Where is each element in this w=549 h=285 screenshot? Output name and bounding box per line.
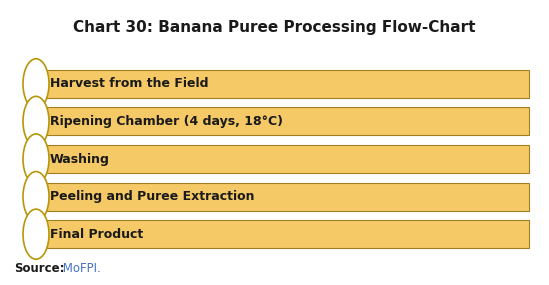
Text: Washing: Washing [50, 152, 110, 166]
Ellipse shape [23, 96, 49, 146]
FancyBboxPatch shape [42, 145, 529, 173]
FancyBboxPatch shape [42, 70, 529, 98]
Text: Peeling and Puree Extraction: Peeling and Puree Extraction [50, 190, 255, 203]
Ellipse shape [23, 134, 49, 184]
Text: Harvest from the Field: Harvest from the Field [50, 77, 209, 90]
Text: Final Product: Final Product [50, 228, 143, 241]
FancyBboxPatch shape [42, 107, 529, 135]
Ellipse shape [23, 209, 49, 259]
Text: Source:: Source: [14, 262, 64, 275]
FancyBboxPatch shape [42, 220, 529, 248]
Ellipse shape [23, 172, 49, 222]
Text: Ripening Chamber (4 days, 18°C): Ripening Chamber (4 days, 18°C) [50, 115, 283, 128]
Text: Chart 30: Banana Puree Processing Flow-Chart: Chart 30: Banana Puree Processing Flow-C… [73, 20, 476, 35]
Ellipse shape [23, 59, 49, 109]
Text: MoFPI.: MoFPI. [59, 262, 101, 275]
FancyBboxPatch shape [42, 183, 529, 211]
